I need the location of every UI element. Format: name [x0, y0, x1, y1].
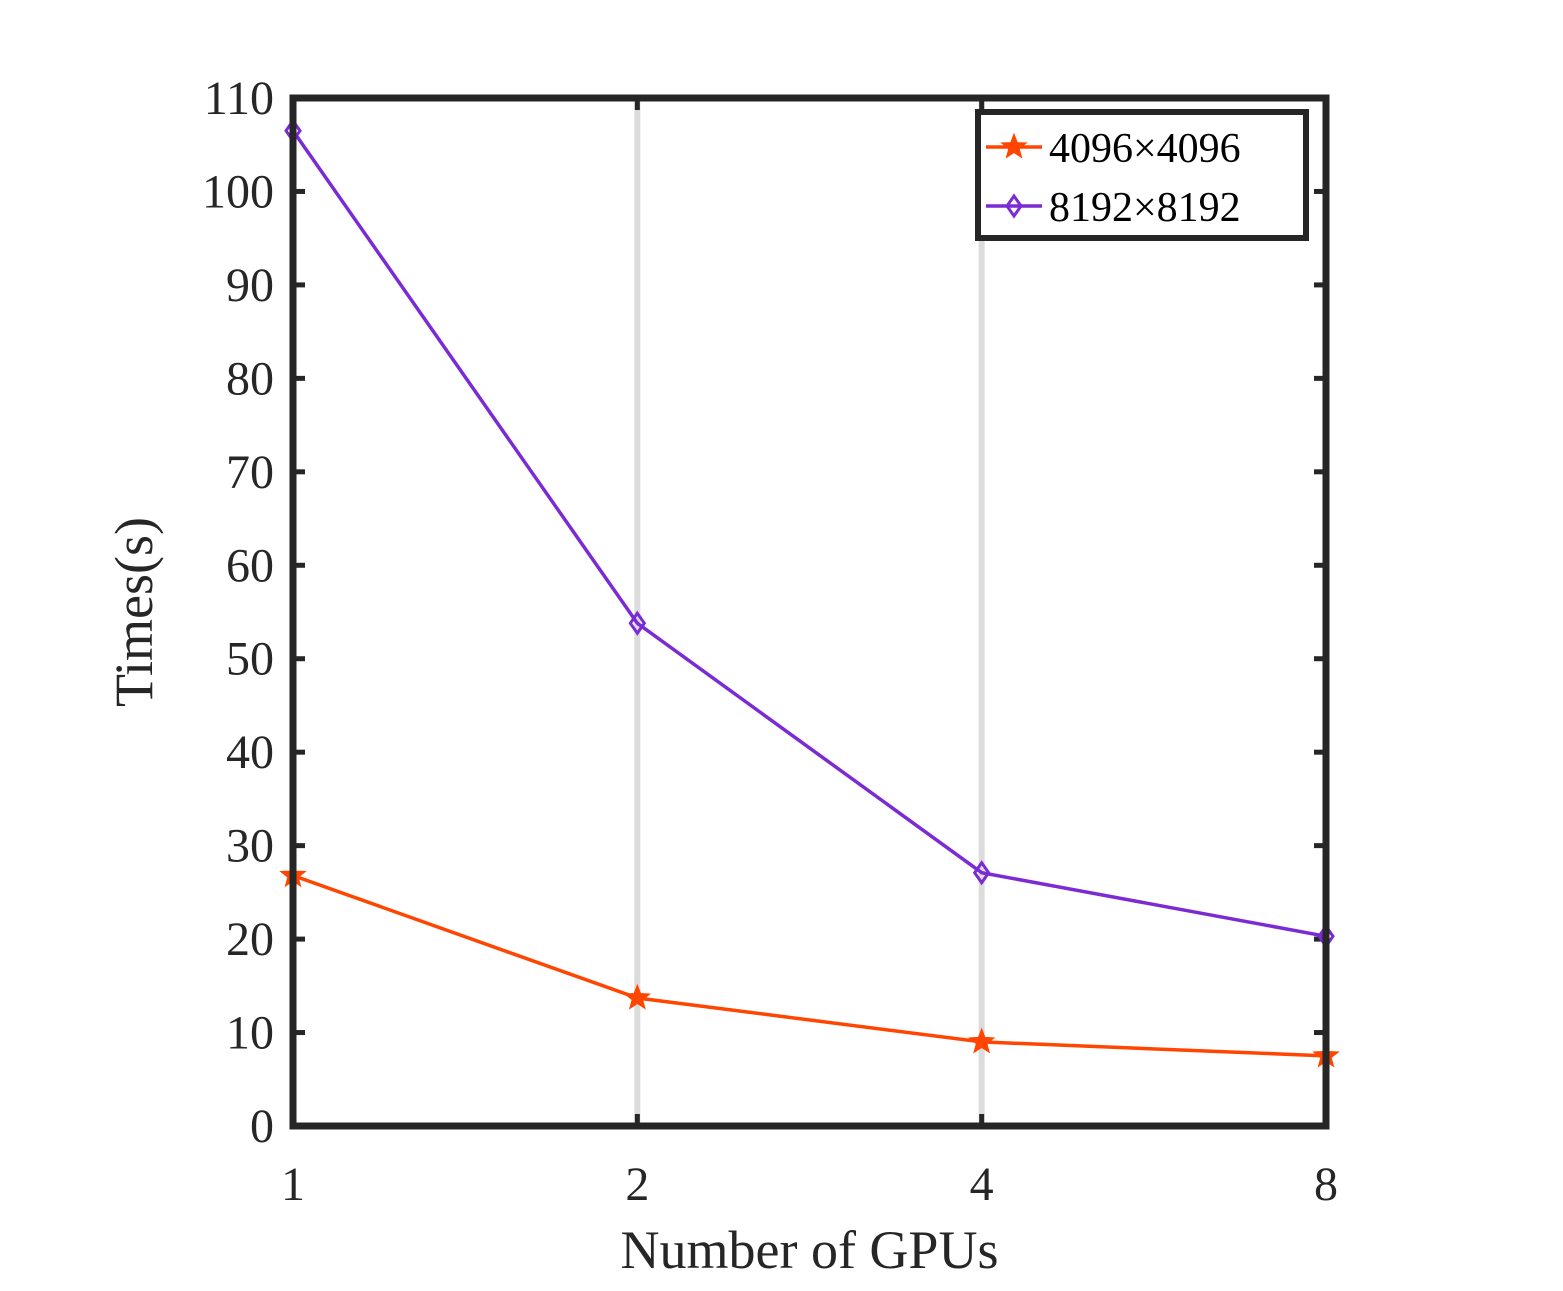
x-tick-label: 1 — [281, 1158, 305, 1211]
series-0 — [279, 861, 1340, 1068]
y-tick-label: 110 — [204, 72, 274, 125]
y-tick-label: 0 — [250, 1100, 274, 1153]
axis-ticks — [290, 95, 1329, 1129]
legend-box — [975, 109, 1309, 241]
x-tick-label: 2 — [625, 1158, 649, 1211]
data-series — [279, 118, 1340, 1068]
legend-marker — [1000, 132, 1028, 159]
x-tick-label: 4 — [970, 1158, 994, 1211]
y-tick-label: 10 — [226, 1007, 274, 1060]
y-tick-label: 30 — [226, 820, 274, 873]
star-marker — [967, 1027, 996, 1054]
y-tick-label: 40 — [226, 726, 274, 779]
y-tick-label: 70 — [226, 446, 274, 499]
legend-label: 8192×8192 — [1049, 185, 1241, 231]
y-tick-label: 20 — [226, 913, 274, 966]
y-tick-label: 90 — [226, 259, 274, 312]
series-line — [292, 873, 1327, 1058]
legend-marker — [1005, 193, 1023, 219]
axes-frame — [289, 94, 1330, 1130]
y-axis-title: Times(s) — [104, 517, 164, 707]
grid-lines — [634, 98, 985, 1126]
series-1 — [284, 118, 1335, 949]
y-tick-label: 100 — [202, 165, 274, 218]
legend-label: 4096×4096 — [1049, 126, 1241, 172]
diamond-marker — [628, 610, 647, 636]
series-line — [291, 129, 1327, 939]
star-marker — [623, 983, 652, 1010]
diamond-marker — [972, 860, 991, 886]
x-tick-label: 8 — [1314, 1158, 1338, 1211]
y-tick-label: 80 — [226, 352, 274, 405]
legend: 4096×4096 8192×8192 — [975, 109, 1309, 241]
x-axis-title: Number of GPUs — [621, 1220, 999, 1280]
y-tick-label: 50 — [226, 633, 274, 686]
y-tick-label: 60 — [226, 539, 274, 592]
